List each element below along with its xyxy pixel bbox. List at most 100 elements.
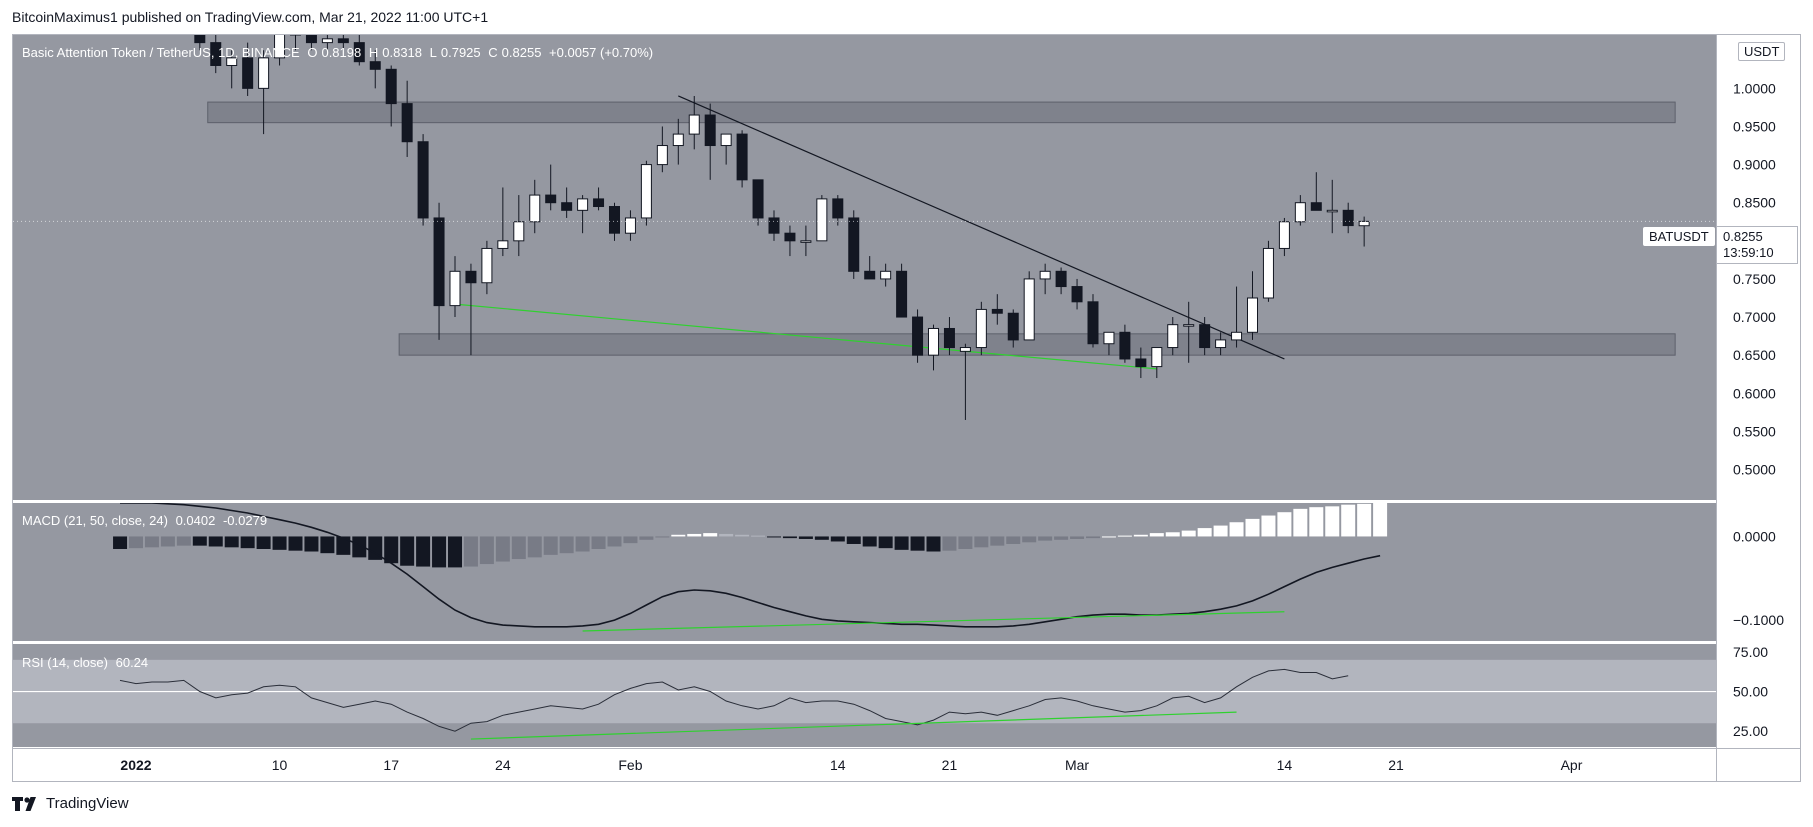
macd-histogram-bar <box>1213 525 1228 537</box>
macd-histogram-bar <box>495 536 510 562</box>
macd-histogram-bar <box>1101 536 1116 538</box>
macd-histogram-bar <box>1086 536 1100 539</box>
time-tick-label: 10 <box>272 757 288 773</box>
legend-low-label: L <box>429 45 437 60</box>
price-tick-label: 0.5000 <box>1733 462 1776 478</box>
macd-histogram-bar <box>400 536 415 566</box>
candle-up <box>1151 347 1163 368</box>
candle-down <box>1135 358 1147 368</box>
macd-histogram-bar <box>735 534 750 537</box>
candle-up <box>1167 324 1179 349</box>
candle-up <box>1183 324 1195 327</box>
rsi-legend: RSI (14, close) 60.24 <box>22 655 152 670</box>
macd-histogram-bar <box>208 536 223 547</box>
candle-up <box>656 145 668 166</box>
candle-down <box>1199 324 1211 349</box>
macd-histogram-bar <box>1022 536 1037 543</box>
candle-up <box>688 114 700 135</box>
candle-up <box>1326 209 1338 213</box>
candle-down <box>912 316 924 356</box>
candle-down <box>353 42 365 63</box>
macd-histogram-bar <box>703 533 718 537</box>
macd-histogram-bar <box>846 536 861 544</box>
time-tick-label: 2022 <box>120 757 151 773</box>
candle-down <box>545 194 557 204</box>
candle-down <box>784 232 796 242</box>
macd-histogram-bar <box>304 536 319 552</box>
macd-histogram-bar <box>1006 536 1021 544</box>
last-price-value: 0.8255 <box>1723 229 1763 244</box>
tradingview-logo-icon <box>12 796 36 811</box>
price-tick-label: 0.7000 <box>1733 309 1776 325</box>
legend-change: +0.0057 (+0.70%) <box>549 45 654 60</box>
candle-down <box>864 270 876 280</box>
time-tick-label: 14 <box>1277 757 1293 773</box>
macd-histogram-bar <box>256 536 271 549</box>
macd-histogram-bar <box>448 536 462 568</box>
macd-histogram-bar <box>751 535 766 537</box>
candle-down <box>417 141 429 219</box>
macd-tick-label: 0.0000 <box>1733 528 1776 544</box>
candle-down <box>704 114 716 147</box>
time-tick-label: Apr <box>1561 757 1583 773</box>
macd-histogram-bar <box>479 536 494 565</box>
macd-histogram-bar <box>384 536 399 564</box>
macd-layer <box>113 503 1388 632</box>
candle-up <box>258 57 270 89</box>
legend-high-label: H <box>368 45 379 60</box>
macd-histogram-bar <box>719 533 734 537</box>
time-axis[interactable]: 2022 10 17 24 Feb 14 21 Mar 14 21 Apr <box>120 757 1582 773</box>
candle-up <box>1039 270 1051 280</box>
candle-up <box>529 194 541 223</box>
macd-legend: MACD (21, 50, close, 24) 0.0402 -0.0279 <box>22 513 271 528</box>
macd-histogram-bar <box>160 536 175 547</box>
macd-histogram-bar <box>655 536 670 538</box>
price-tick-label: 0.6500 <box>1733 347 1776 363</box>
chart-area[interactable]: 0.50000.55000.60000.65000.70000.75000.80… <box>0 0 1813 790</box>
candle-up <box>1294 202 1306 223</box>
legend-open-value: 0.8198 <box>321 45 362 60</box>
price-tick-label: 0.8500 <box>1733 195 1776 211</box>
macd-value-1: 0.0402 <box>175 513 216 528</box>
candle-down <box>337 38 349 44</box>
price-axis[interactable]: 0.50000.55000.60000.65000.70000.75000.80… <box>1733 80 1784 739</box>
candle-down <box>561 202 573 211</box>
macd-histogram-bar <box>1149 533 1164 537</box>
macd-histogram-bar <box>671 534 686 537</box>
candle-down <box>609 206 620 234</box>
macd-histogram-bar <box>1373 503 1388 537</box>
candle-up <box>1103 331 1115 345</box>
candle-up <box>640 164 652 219</box>
macd-histogram-bar <box>1229 522 1244 537</box>
footer-brand: TradingView <box>46 795 129 812</box>
macd-histogram-bar <box>288 536 303 551</box>
macd-histogram-bar <box>607 536 622 547</box>
candle-up <box>1358 220 1370 227</box>
candle-down <box>401 103 413 143</box>
price-tick-label: 0.9000 <box>1733 157 1776 173</box>
macd-histogram-bar <box>814 536 829 540</box>
macd-histogram-bar <box>591 536 606 549</box>
footer: TradingView <box>12 795 129 812</box>
time-tick-label: 14 <box>830 757 846 773</box>
macd-histogram-bar <box>129 536 143 549</box>
rsi-label: RSI (14, close) <box>22 655 108 670</box>
candle-up <box>880 270 892 280</box>
currency-button[interactable]: USDT <box>1738 42 1786 61</box>
symbol-label: BATUSDT <box>1643 227 1715 246</box>
candle-down <box>1119 331 1131 360</box>
candle-up <box>577 198 589 211</box>
candle-down <box>752 179 764 219</box>
candle-down <box>1055 270 1067 288</box>
macd-histogram-bar <box>1197 528 1212 537</box>
price-tick-label: 1.0000 <box>1733 80 1776 96</box>
rsi-divergence-line <box>470 711 1237 740</box>
macd-histogram-bar <box>176 536 191 546</box>
macd-histogram-bar <box>942 536 957 551</box>
macd-histogram-bar <box>798 536 813 539</box>
macd-histogram-bar <box>623 536 638 544</box>
macd-histogram-bar <box>1117 535 1132 537</box>
time-tick-label: Feb <box>618 757 642 773</box>
price-tick-label: 0.7500 <box>1733 271 1776 287</box>
macd-histogram-bar <box>575 536 590 552</box>
